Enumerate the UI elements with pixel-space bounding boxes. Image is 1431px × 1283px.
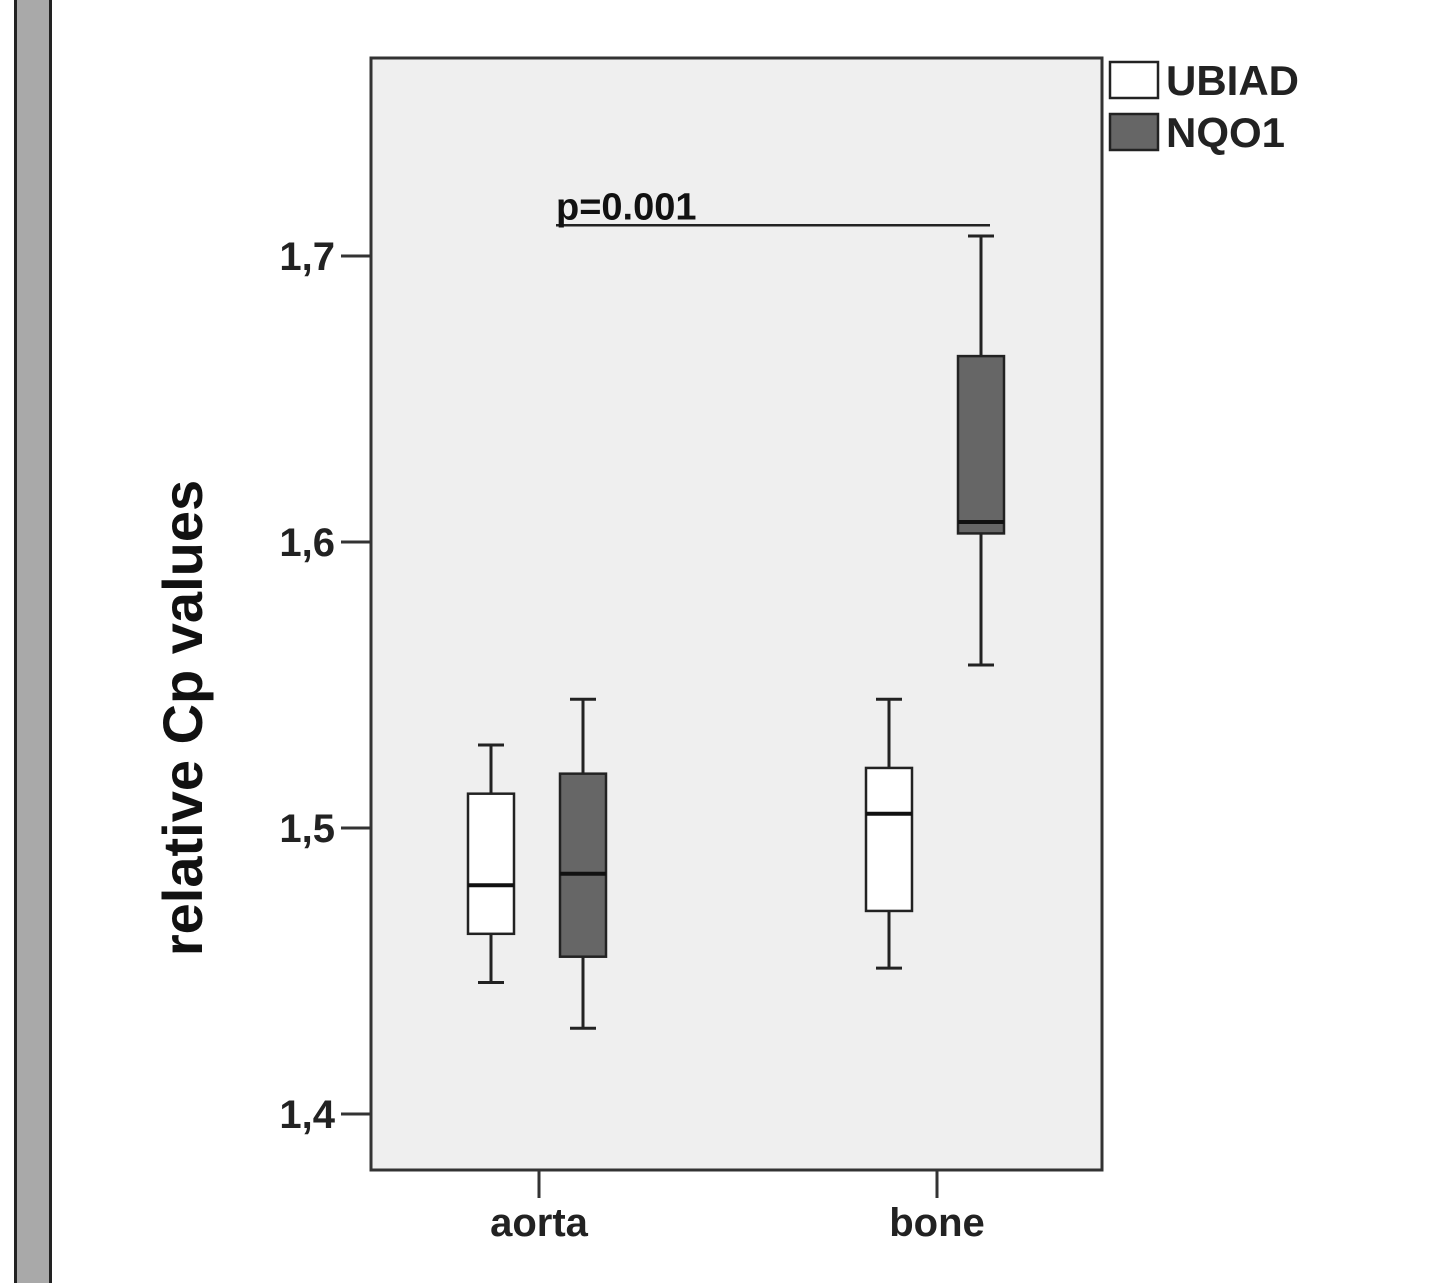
x-category-label: bone bbox=[889, 1201, 985, 1245]
y-axis-title: relative Cp values bbox=[151, 480, 214, 956]
page-edge-bar bbox=[14, 0, 52, 1283]
legend-swatch-ubiad bbox=[1108, 60, 1160, 100]
y-tick-label: 1,7 bbox=[279, 235, 335, 279]
legend: UBIAD NQO1 bbox=[1108, 57, 1299, 156]
box-ubiad-aorta bbox=[466, 743, 516, 984]
legend-swatch-nqo1 bbox=[1108, 112, 1160, 152]
legend-label-ubiad: UBIAD bbox=[1166, 57, 1299, 104]
box-iqr bbox=[466, 792, 516, 936]
legend-label-nqo1: NQO1 bbox=[1166, 109, 1285, 156]
box-iqr bbox=[558, 772, 608, 958]
annotation-group: p=0.001 bbox=[556, 186, 990, 228]
x-category-label: aorta bbox=[490, 1201, 589, 1245]
y-tick-label: 1,6 bbox=[279, 521, 335, 565]
box-nqo1-aorta bbox=[558, 697, 608, 1030]
y-tick-label: 1,4 bbox=[279, 1093, 335, 1137]
box-iqr bbox=[956, 354, 1006, 535]
box-ubiad-bone bbox=[864, 697, 914, 970]
y-tick-label: 1,5 bbox=[279, 807, 335, 851]
box-nqo1-bone bbox=[956, 234, 1006, 667]
box-series-group bbox=[466, 234, 1006, 1030]
y-axis: 1,4 1,5 1,6 1,7 bbox=[279, 235, 371, 1137]
box-iqr bbox=[864, 766, 914, 913]
x-axis: aorta bone bbox=[490, 1170, 985, 1245]
p-value-label: p=0.001 bbox=[556, 186, 697, 228]
